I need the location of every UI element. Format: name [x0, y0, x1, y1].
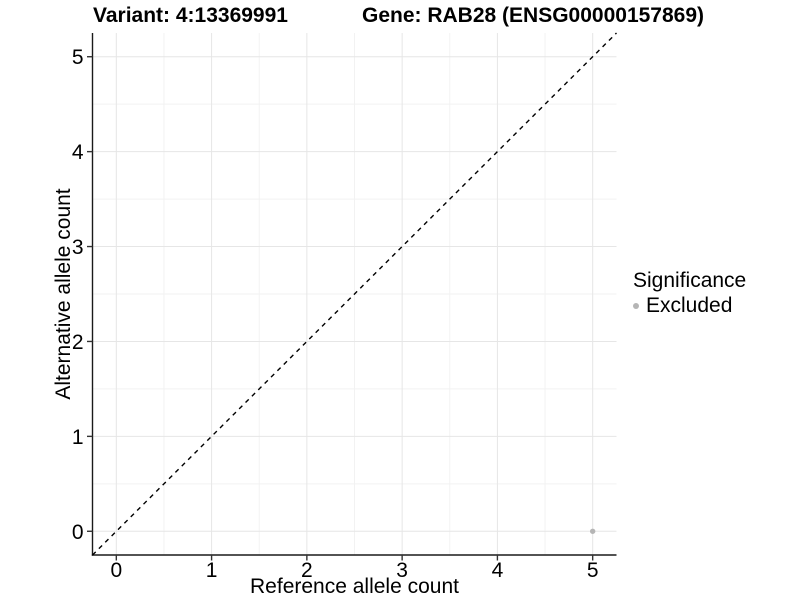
- y-tick-label: 3: [72, 236, 84, 259]
- x-tick-label: 2: [301, 559, 313, 582]
- x-tick-label: 1: [206, 559, 218, 582]
- legend-item-label: Excluded: [646, 294, 733, 317]
- point-icon: [633, 302, 639, 309]
- y-tick-label: 5: [72, 46, 84, 69]
- y-tick-label: 4: [72, 141, 84, 164]
- legend-title: Significance: [633, 269, 747, 292]
- x-axis-title: Reference allele count: [250, 575, 459, 598]
- y-tick-label: 0: [72, 521, 84, 544]
- x-tick-label: 3: [396, 559, 408, 582]
- y-axis-title: Alternative allele count: [52, 188, 75, 400]
- legend: Significance Excluded: [633, 269, 746, 317]
- y-tick-label: 1: [72, 426, 84, 449]
- x-tick-label: 0: [110, 559, 122, 582]
- data-point: [589, 528, 596, 534]
- identity-line: [92, 32, 617, 556]
- legend-item-excluded: Excluded: [633, 294, 746, 317]
- x-tick-label: 4: [492, 559, 504, 582]
- x-tick-label: 5: [587, 559, 599, 582]
- y-tick-label: 2: [72, 331, 84, 354]
- plot-title-variant: Variant: 4:13369991: [93, 4, 288, 27]
- plot-title-gene: Gene: RAB28 (ENSG00000157869): [362, 4, 705, 27]
